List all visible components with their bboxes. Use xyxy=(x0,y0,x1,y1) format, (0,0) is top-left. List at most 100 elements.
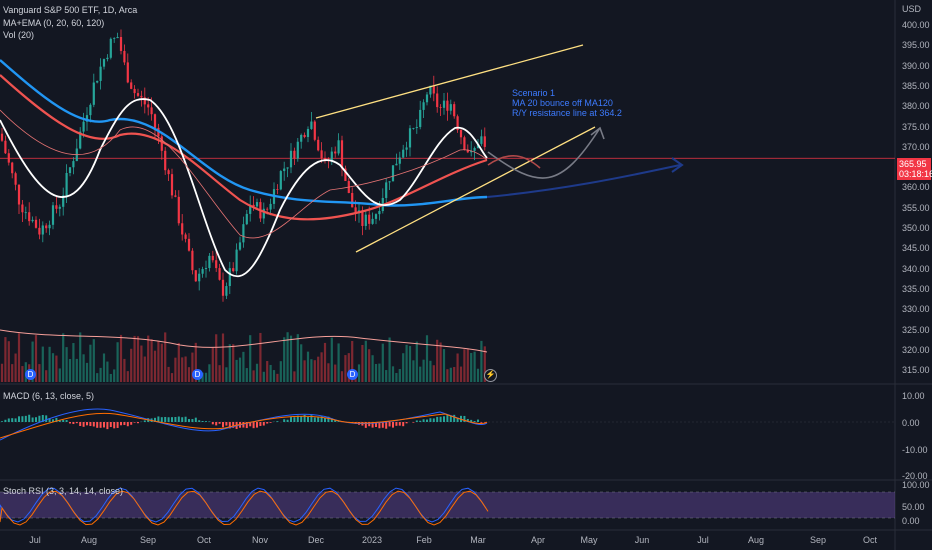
price-tick: 390.00 xyxy=(902,60,930,71)
volume-indicator-label[interactable]: Vol (20) xyxy=(3,30,35,40)
macd-histogram-bar xyxy=(31,417,34,422)
macd-histogram-bar xyxy=(225,422,228,426)
volume-bar xyxy=(303,360,306,382)
candle-body xyxy=(391,165,395,182)
candle-body xyxy=(24,212,27,214)
candle-body xyxy=(303,134,306,138)
symbol-title[interactable]: Vanguard S&P 500 ETF, 1D, Arca xyxy=(3,5,138,15)
volume-bar xyxy=(136,336,140,382)
volume-bar xyxy=(153,350,157,382)
macd-histogram-bar xyxy=(426,419,428,422)
stoch-rsi-indicator-label[interactable]: Stoch RSI (3, 3, 14, 14, close) xyxy=(3,486,124,496)
price-tick: 360.00 xyxy=(902,182,930,193)
candle-body xyxy=(310,121,313,129)
volume-bar xyxy=(208,364,211,382)
stoch-tick: 0.00 xyxy=(902,516,920,526)
volume-bar xyxy=(228,344,231,382)
macd-histogram-bar xyxy=(188,419,190,422)
volume-bar xyxy=(245,368,248,382)
ma60-line xyxy=(0,74,488,221)
macd-histogram-bar xyxy=(303,414,306,422)
volume-bar xyxy=(381,343,384,382)
macd-histogram-bar xyxy=(232,422,235,428)
volume-bar xyxy=(92,339,95,382)
candle-body xyxy=(31,219,34,222)
volume-bar xyxy=(0,363,4,382)
candle-body xyxy=(14,173,17,185)
candle-body xyxy=(395,163,398,166)
current-price-value: 365.95 xyxy=(899,159,927,169)
volume-bar xyxy=(419,366,422,382)
volume-ma-line xyxy=(0,329,488,353)
volume-bar xyxy=(160,343,163,382)
arrow-head-icon xyxy=(671,157,684,173)
candle-body xyxy=(147,104,150,108)
volume-bar xyxy=(75,358,78,382)
macd-histogram-bar xyxy=(113,422,116,429)
candle-body xyxy=(191,250,194,271)
volume-bar xyxy=(483,346,486,382)
macd-histogram-bar xyxy=(432,418,435,422)
macd-histogram-bar xyxy=(164,416,167,422)
dividend-event-icon[interactable]: D xyxy=(25,369,36,380)
macd-histogram-bar xyxy=(228,422,231,429)
macd-histogram-bar xyxy=(194,417,197,422)
scenario-annotation[interactable]: Scenario 1 MA 20 bounce off MA120 R/Y re… xyxy=(512,88,622,118)
macd-histogram-bar xyxy=(96,422,99,428)
candle-body xyxy=(150,107,153,115)
candle-body xyxy=(340,140,344,169)
volume-bar xyxy=(442,349,446,382)
volume-bar xyxy=(456,353,459,382)
macd-histogram-bar xyxy=(439,416,442,422)
macd-histogram-bar xyxy=(86,422,88,426)
candle-body xyxy=(276,189,279,190)
macd-histogram-bar xyxy=(378,422,381,429)
candle-body xyxy=(245,213,248,225)
time-axis-label: Aug xyxy=(747,535,765,545)
candle-body xyxy=(466,149,469,153)
volume-bar xyxy=(7,341,10,382)
price-tick: 400.00 xyxy=(902,20,930,30)
volume-bar xyxy=(106,361,109,382)
candle-body xyxy=(296,141,299,159)
ma-indicator-label[interactable]: MA+EMA (0, 20, 60, 120) xyxy=(3,18,105,28)
macd-histogram-bar xyxy=(375,422,377,427)
candle-body xyxy=(317,139,320,151)
macd-histogram-bar xyxy=(28,414,31,422)
candle-body xyxy=(160,136,163,151)
candle-body xyxy=(96,80,99,83)
candle-body xyxy=(198,273,201,282)
macd-indicator-label[interactable]: MACD (6, 13, close, 5) xyxy=(3,391,95,401)
macd-histogram-bar xyxy=(245,422,248,429)
dividend-event-icon[interactable]: D xyxy=(347,369,358,380)
price-tick: 370.00 xyxy=(902,141,930,152)
stoch-d-line xyxy=(0,490,489,526)
volume-bar xyxy=(408,346,412,382)
volume-bar xyxy=(14,353,17,382)
volume-bar xyxy=(374,363,378,382)
candle-body xyxy=(232,268,235,272)
candle-body xyxy=(194,270,197,282)
macd-histogram-bar xyxy=(89,422,92,427)
candle-body xyxy=(170,174,174,196)
macd-histogram-bar xyxy=(75,422,78,424)
candle-body xyxy=(293,150,296,159)
macd-histogram-bar xyxy=(92,422,95,427)
dividend-event-icon[interactable]: D xyxy=(192,369,203,380)
macd-histogram-bar xyxy=(1,421,3,422)
macd-histogram-bar xyxy=(62,419,65,422)
macd-histogram-bar xyxy=(412,422,415,423)
candle-body xyxy=(184,234,187,239)
macd-histogram-bar xyxy=(276,421,279,422)
macd-histogram-bar xyxy=(65,420,68,422)
volume-bar xyxy=(150,339,153,382)
bar-countdown: 03:18:16 xyxy=(899,169,932,179)
volume-bar xyxy=(286,332,289,382)
volume-bar xyxy=(218,365,221,382)
volume-bar xyxy=(405,344,408,382)
split-event-icon[interactable]: ⚡ xyxy=(484,369,497,382)
volume-bar xyxy=(252,370,255,382)
volume-bar xyxy=(215,334,218,382)
